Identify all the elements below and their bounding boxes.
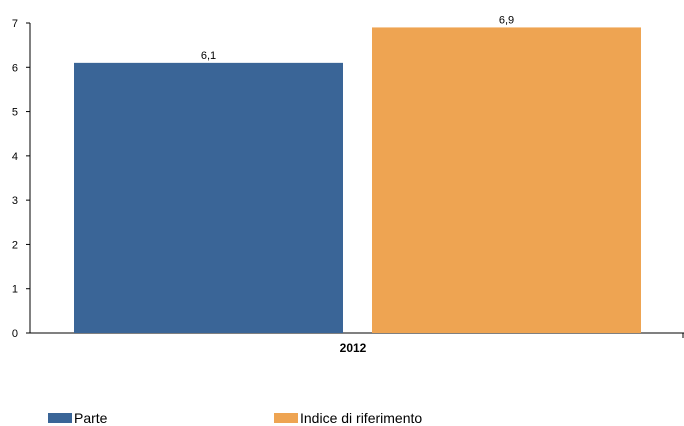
y-tick-label: 7 (12, 18, 18, 30)
bar-series-1 (74, 62, 343, 333)
y-tick-label: 1 (12, 284, 18, 296)
legend-item-series-2: Indice di riferimento (274, 410, 422, 426)
legend-label-series-2: Indice di riferimento (300, 410, 423, 426)
bar-chart: 0 1 2 3 4 5 6 7 2012 6,1 6,9 (12, 14, 684, 355)
legend: Parte Indice di riferimento (0, 410, 684, 426)
x-category-label: 2012 (340, 341, 367, 355)
data-label-series-1: 6,1 (201, 50, 216, 62)
y-tick-label: 6 (12, 62, 18, 74)
legend-swatch-series-2 (274, 413, 298, 423)
y-tick-label: 3 (12, 195, 18, 207)
y-tick-label: 2 (12, 239, 18, 251)
legend-swatch-series-1 (48, 413, 72, 423)
data-labels: 6,1 6,9 (201, 14, 514, 61)
bar-series-2 (372, 27, 641, 334)
y-tick-label: 0 (12, 328, 18, 340)
legend-label-series-1: Parte (74, 410, 108, 426)
legend-item-series-1: Parte (48, 410, 107, 426)
bars (74, 27, 641, 334)
y-tick-label: 4 (12, 151, 18, 163)
y-tick-label: 5 (12, 107, 18, 119)
data-label-series-2: 6,9 (499, 14, 514, 26)
